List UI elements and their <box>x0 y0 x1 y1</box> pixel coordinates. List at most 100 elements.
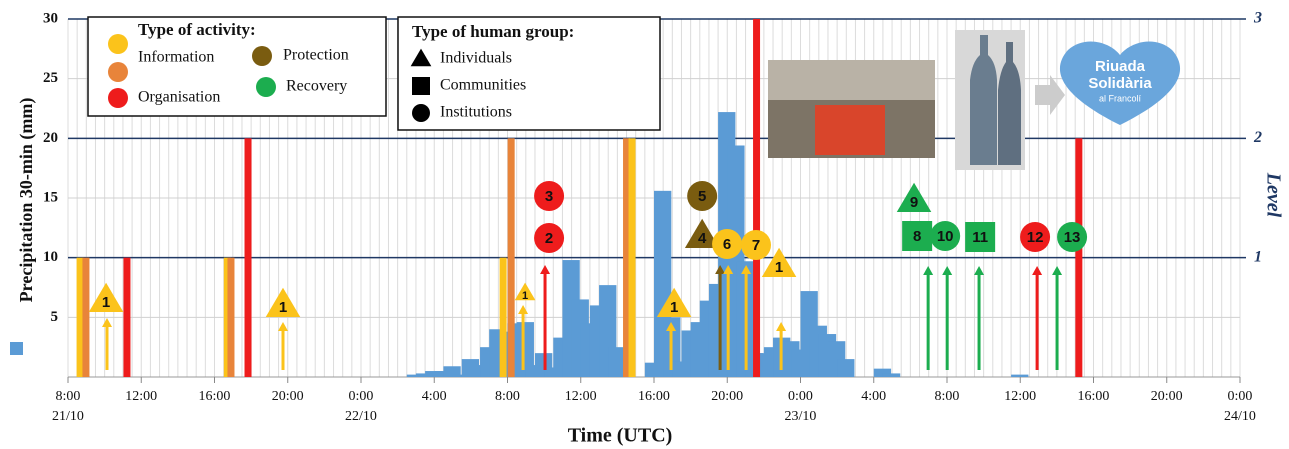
legend-swatch <box>252 46 272 66</box>
event-marker <box>712 229 743 259</box>
x-date-label: 23/10 <box>785 409 817 424</box>
x-tick-label: 16:00 <box>1078 389 1110 404</box>
event-marker <box>265 287 301 317</box>
event-marker <box>687 181 718 211</box>
activity-bar <box>623 138 631 377</box>
arrow-head <box>741 265 752 274</box>
activity-bar <box>123 257 131 377</box>
x-tick-label: 20:00 <box>711 389 743 404</box>
event-label: 3 <box>545 188 553 205</box>
event-marker <box>965 222 996 252</box>
y-axis-swatch <box>10 342 23 355</box>
y2-tick-label: 3 <box>1253 10 1262 27</box>
event-label: 4 <box>698 230 707 247</box>
logo-text: Riuada <box>1095 58 1146 75</box>
precip-bar <box>516 322 534 377</box>
event-marker <box>88 282 124 312</box>
legend-shape <box>410 48 432 67</box>
activity-bar <box>76 257 84 377</box>
event-label: 1 <box>670 299 678 316</box>
event-label: 1 <box>522 290 528 302</box>
y-axis-label: Precipitation 30-min (mm) <box>16 98 37 303</box>
precip-bar <box>470 365 489 377</box>
legend-swatch <box>108 88 128 108</box>
precip-bar <box>873 368 892 377</box>
arrow-head <box>923 266 934 275</box>
legend-label: Institutions <box>440 104 512 121</box>
activity-bar <box>507 138 515 377</box>
event-marker <box>534 181 565 211</box>
event-label: 6 <box>723 236 731 253</box>
y2-tick-label: 1 <box>1254 248 1262 265</box>
arrow-icon <box>1035 75 1065 115</box>
y-tick-label: 5 <box>51 309 59 325</box>
x-tick-label: 20:00 <box>1151 389 1183 404</box>
event-label: 1 <box>775 259 783 276</box>
legend-label: Communities <box>440 77 526 94</box>
x-date-label: 21/10 <box>52 409 84 424</box>
bottle <box>970 35 997 165</box>
event-marker <box>514 282 536 301</box>
arrow-head <box>776 322 787 331</box>
y-tick-label: 25 <box>43 70 58 86</box>
y-tick-label: 30 <box>43 10 58 26</box>
precip-bar <box>525 365 544 377</box>
event-label: 5 <box>698 188 706 205</box>
event-marker <box>902 221 933 251</box>
legend-box <box>397 16 661 131</box>
x-tick-label: 12:00 <box>125 389 157 404</box>
precip-bar <box>882 373 901 377</box>
legend-swatch <box>256 77 276 97</box>
logo-text: Solidària <box>1088 75 1152 92</box>
event-marker <box>741 230 772 260</box>
event-marker <box>534 223 565 253</box>
event-label: 12 <box>1027 229 1044 246</box>
event-label: 1 <box>102 294 110 311</box>
precip-bar <box>452 374 470 377</box>
event-marker <box>656 287 692 317</box>
legend-label: Organisation <box>138 89 220 106</box>
legend-shape <box>412 77 430 95</box>
x-tick-label: 12:00 <box>1004 389 1036 404</box>
x-tick-label: 8:00 <box>935 389 960 404</box>
precip-bar <box>443 366 461 377</box>
y2-tick-label: 2 <box>1253 129 1262 146</box>
x-tick-label: 16:00 <box>199 389 231 404</box>
arrow-head <box>277 322 288 331</box>
event-label: 8 <box>913 228 921 245</box>
precip-bar <box>1011 374 1029 377</box>
event-marker <box>1057 222 1088 252</box>
arrow-head <box>1052 266 1063 275</box>
x-tick-label: 12:00 <box>565 389 597 404</box>
event-marker <box>684 218 720 248</box>
activity-bar <box>628 138 636 377</box>
precip-bar <box>544 367 562 377</box>
event-label: 11 <box>972 229 988 246</box>
event-label: 13 <box>1064 229 1081 246</box>
activity-bar <box>227 257 235 377</box>
x-tick-label: 20:00 <box>272 389 304 404</box>
legend-label: Protection <box>283 47 349 64</box>
x-tick-label: 16:00 <box>638 389 670 404</box>
bottle <box>998 42 1021 165</box>
precip-bar <box>434 371 452 377</box>
legend-swatch <box>108 34 128 54</box>
x-date-label: 24/10 <box>1224 409 1256 424</box>
event-label: 1 <box>279 299 287 316</box>
legend-label: Recovery <box>286 78 347 95</box>
legend-title: Type of activity: <box>138 20 256 39</box>
logo-heart <box>1059 41 1181 126</box>
arrow-head <box>715 265 726 274</box>
arrow-head <box>102 318 113 327</box>
arrow-head <box>942 266 953 275</box>
arrow-head <box>540 265 551 274</box>
x-tick-label: 0:00 <box>349 389 374 404</box>
photo-tractor <box>815 105 885 155</box>
activity-bar <box>82 257 90 377</box>
arrow-head <box>1032 266 1043 275</box>
event-marker <box>896 182 932 212</box>
photo-cleanup-wall <box>768 60 935 100</box>
x-tick-label: 8:00 <box>495 389 520 404</box>
event-label: 2 <box>545 230 553 247</box>
